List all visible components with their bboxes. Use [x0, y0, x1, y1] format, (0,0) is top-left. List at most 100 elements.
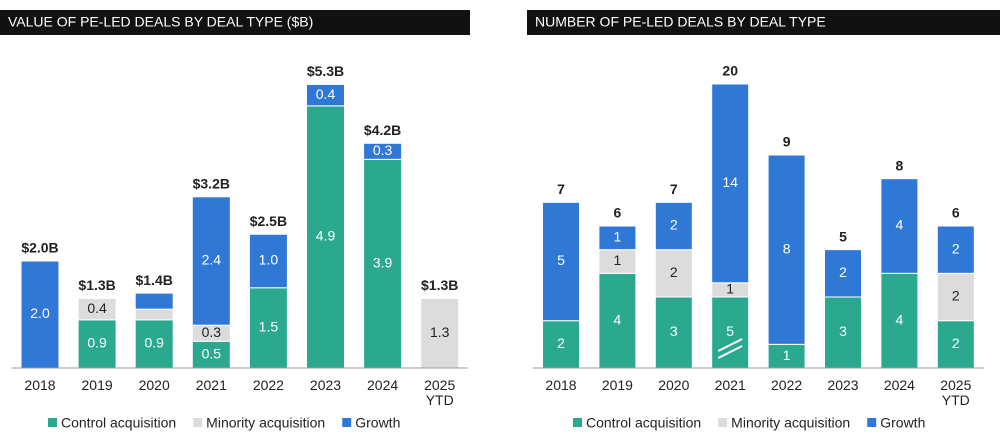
bar-segment: [654, 296, 693, 369]
value-label: 4: [896, 311, 904, 327]
axis-break: [717, 345, 743, 359]
bar-segment: [598, 225, 637, 251]
value-label: 3: [670, 323, 678, 339]
bar-segment: [936, 320, 975, 369]
value-label: 0.9: [87, 335, 107, 351]
total-label: $3.2B: [193, 176, 230, 192]
bar-segment: [363, 158, 403, 369]
bar-segment: [191, 196, 231, 326]
value-label: 0.3: [202, 324, 222, 340]
bar-segment: [711, 83, 750, 284]
value-label: 1: [614, 229, 622, 245]
chart-title: NUMBER OF PE-LED DEALS BY DEAL TYPE: [535, 14, 826, 30]
value-label: 2.0: [30, 305, 50, 321]
value-label: 0.9: [144, 335, 164, 351]
legend-swatch: [48, 418, 57, 427]
value-label: 3.9: [373, 254, 393, 270]
value-label: 0.5: [202, 345, 222, 361]
x-tick-label: 2025 YTD: [940, 377, 972, 408]
title-bar: [527, 10, 1000, 35]
legend-label: Control acquisition: [61, 415, 176, 431]
total-label: 7: [557, 181, 565, 197]
x-tick-label: 2020: [138, 377, 170, 393]
x-tick-label: 2019: [81, 377, 113, 393]
x-tick-label: 2025 YTD: [424, 377, 456, 408]
value-label: 5: [557, 252, 565, 268]
legend-swatch: [193, 418, 203, 427]
total-label: 6: [614, 205, 622, 221]
x-tick-label: 2022: [252, 377, 284, 393]
bar-segment: [598, 272, 637, 369]
total-label: $2.0B: [21, 240, 58, 256]
total-label: $1.4B: [136, 272, 173, 288]
bar-segment: [306, 105, 345, 369]
legend-swatch: [867, 418, 877, 427]
total-label: 7: [670, 181, 678, 197]
value-label: 2: [952, 335, 960, 351]
legend-swatch: [718, 418, 728, 427]
value-label: 14: [722, 174, 738, 190]
legend-label: Growth: [355, 415, 400, 431]
bar-segment: [767, 154, 806, 345]
bar-segment: [134, 292, 174, 310]
x-tick-label: 2021: [195, 377, 227, 393]
value-label: 1: [614, 252, 622, 268]
value-label: 1.0: [259, 252, 279, 268]
value-label: 1.5: [259, 319, 279, 335]
legend-label: Control acquisition: [586, 415, 701, 431]
value-label: 1: [726, 281, 734, 297]
legend-label: Growth: [880, 415, 925, 431]
value-label: 5: [726, 323, 734, 339]
bar-segment: [363, 142, 403, 160]
total-label: $5.3B: [307, 63, 344, 79]
value-label: 0.3: [373, 142, 393, 158]
bar-segment: [654, 249, 693, 298]
x-tick-label: 2023: [827, 377, 859, 393]
axis-break: [717, 338, 743, 352]
value-label: 3: [839, 323, 847, 339]
bar-segment: [306, 83, 345, 107]
total-label: 6: [952, 205, 960, 221]
x-tick-label: 2021: [714, 377, 746, 393]
total-label: 8: [896, 157, 904, 173]
total-label: 9: [783, 134, 791, 150]
value-label: 0.4: [316, 86, 336, 102]
total-label: $1.3B: [78, 277, 115, 293]
x-tick-label: 2018: [545, 377, 577, 393]
bar-segment: [248, 233, 288, 289]
x-tick-label: 2024: [367, 377, 399, 393]
value-label: 4: [614, 311, 622, 327]
value-label: 2: [839, 264, 847, 280]
bar-segment: [77, 319, 117, 369]
value-label: 2: [557, 335, 565, 351]
value-label: 2.4: [202, 252, 222, 268]
bar-segment: [880, 178, 919, 274]
total-label: $4.2B: [364, 122, 401, 138]
value-label: 2: [670, 217, 678, 233]
bar-segment: [134, 308, 174, 321]
bar-segment: [654, 201, 693, 251]
bar-segment: [542, 320, 580, 369]
x-tick-label: 2024: [883, 377, 915, 393]
value-label: 8: [783, 240, 791, 256]
legend-label: Minority acquisition: [731, 415, 850, 431]
x-tick-label: 2020: [658, 377, 690, 393]
x-tick-label: 2018: [24, 377, 56, 393]
bar-segment: [77, 297, 117, 321]
bar-segment: [420, 297, 460, 369]
legend-label: Minority acquisition: [206, 415, 325, 431]
title-bar: [0, 10, 470, 35]
value-label: 4.9: [316, 228, 336, 244]
bar-segment: [542, 201, 580, 322]
total-label: $1.3B: [421, 277, 458, 293]
bar-segment: [936, 225, 975, 274]
value-label: 1: [783, 347, 791, 363]
value-label: 2: [670, 264, 678, 280]
bar-segment: [880, 272, 919, 369]
legend-swatch: [573, 418, 582, 427]
bar-segment: [936, 272, 975, 322]
value-label: 2: [952, 288, 960, 304]
chart-title: VALUE OF PE-LED DEALS BY DEAL TYPE ($B): [8, 14, 313, 30]
value-label: 2: [952, 240, 960, 256]
